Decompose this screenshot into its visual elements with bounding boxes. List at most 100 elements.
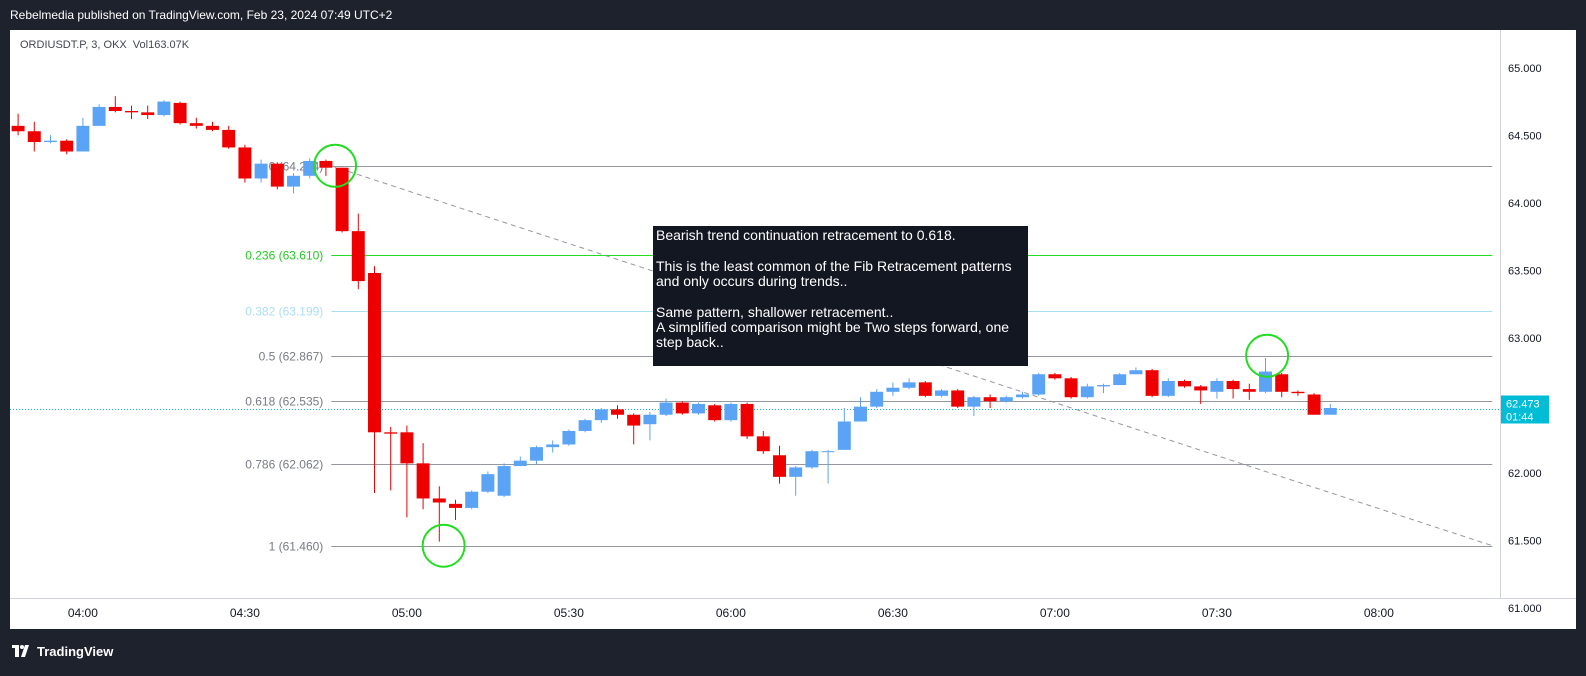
candle-body <box>902 382 916 388</box>
annotation-paragraph-2: This is the least common of the Fib Retr… <box>656 258 1012 289</box>
legend-symbol[interactable]: ORDIUSDT.P, 3, OKX <box>20 39 127 51</box>
legend-volume: Vol163.07K <box>133 39 189 51</box>
y-tick-label: 63.500 <box>1508 265 1542 277</box>
candle-body <box>287 175 300 187</box>
footer-bar: TradingView <box>0 629 1586 676</box>
candle-body <box>238 147 252 179</box>
candle-body <box>1113 374 1127 386</box>
highlight-circle <box>313 143 358 188</box>
x-tick-label: 04:30 <box>230 606 260 620</box>
tradingview-logo-icon <box>12 645 29 657</box>
x-tick-label: 06:30 <box>878 606 908 620</box>
candle-body <box>108 106 122 111</box>
candle-body <box>44 140 57 143</box>
candle-body <box>562 430 576 445</box>
candle-body <box>805 451 819 468</box>
published-header: Rebelmedia published on TradingView.com,… <box>0 0 1586 30</box>
candle-body <box>270 163 284 187</box>
candle-body <box>1032 374 1046 395</box>
y-tick-label: 61.000 <box>1508 603 1542 615</box>
candle-body <box>400 432 414 464</box>
x-tick-label: 08:00 <box>1364 606 1394 620</box>
candle-body <box>594 409 608 421</box>
candle-body <box>125 111 138 113</box>
candle-body <box>1048 374 1062 379</box>
candle-body <box>1145 370 1159 396</box>
candle-body <box>335 167 349 232</box>
footer-brand-text: TradingView <box>37 643 114 659</box>
candle-body <box>497 466 511 496</box>
fib-level-label: 0.382 (63.199) <box>245 305 323 319</box>
candle-body <box>643 414 657 425</box>
candle-body <box>92 106 106 126</box>
candle-body <box>416 463 430 499</box>
x-tick-label: 04:00 <box>68 606 98 620</box>
candle-body <box>773 455 786 477</box>
candle-body <box>449 503 462 508</box>
candle-body <box>675 402 689 414</box>
candle-body <box>854 406 867 422</box>
candle-body <box>578 420 592 431</box>
candle-body <box>1080 386 1094 398</box>
annotation-paragraph-3: Same pattern, shallower retracement.. A … <box>656 304 1010 350</box>
legend-volume-label: Vol <box>132 39 149 51</box>
candle-body <box>983 397 997 402</box>
candle-body <box>886 387 900 392</box>
candle-body <box>708 405 722 421</box>
fib-level-label: 0.618 (62.535) <box>245 395 323 409</box>
text-annotation[interactable]: Bearish trend continuation retracement t… <box>653 226 1028 366</box>
candle-body <box>740 403 754 437</box>
candle-body <box>189 123 203 126</box>
candle-body <box>481 474 495 492</box>
candle-body <box>967 397 981 407</box>
candle-body <box>935 390 948 396</box>
y-tick-label: 65.000 <box>1508 63 1542 75</box>
candle-body <box>465 491 479 508</box>
last-price-badge <box>1501 395 1549 424</box>
candle-body <box>837 421 851 450</box>
chart-frame[interactable]: 0 (64.274) 0.236 (63.610) 0.382 (63.199) 0.… <box>10 30 1576 629</box>
candle-body <box>1210 381 1224 392</box>
candle-body <box>821 451 835 453</box>
annotation-paragraph-1: Bearish trend continuation retracement t… <box>656 227 956 243</box>
candle-body <box>1016 394 1029 398</box>
legend-volume-value: 163.07K <box>148 39 190 51</box>
x-tick-label: 07:30 <box>1202 606 1232 620</box>
tradingview-brand[interactable]: TradingView <box>12 641 113 661</box>
candle-body <box>254 163 268 179</box>
candle-body <box>1275 374 1289 392</box>
candle-body <box>11 125 25 132</box>
candle-body <box>1307 394 1321 415</box>
candle-body <box>1161 381 1175 396</box>
candle-body <box>530 447 543 461</box>
candle-body <box>222 129 236 148</box>
fib-level-label: 0.236 (63.610) <box>245 249 323 263</box>
x-tick-label: 05:30 <box>554 606 584 620</box>
candle-body <box>951 390 965 407</box>
candle-body <box>513 460 527 467</box>
chart-legend: ORDIUSDT.P, 3, OKX Vol163.07K <box>20 39 189 51</box>
countdown-label: 01:44 <box>1506 412 1534 424</box>
candle-body <box>351 231 365 282</box>
fib-level-label: 1 (61.460) <box>269 540 324 554</box>
highlight-circle <box>421 523 466 568</box>
candle-body <box>1226 381 1240 390</box>
candle-body <box>303 160 317 176</box>
candle-body <box>611 409 624 415</box>
candle-body <box>27 131 41 143</box>
candle-body <box>659 402 673 415</box>
y-tick-label: 64.000 <box>1508 198 1542 210</box>
highlight-circle <box>1245 333 1290 378</box>
fib-level-label: 0.786 (62.062) <box>245 458 323 472</box>
candle-body <box>319 160 333 168</box>
y-tick-label: 64.500 <box>1508 130 1542 142</box>
candle-body <box>60 140 74 152</box>
candle-body <box>1291 391 1305 394</box>
candle-body <box>1242 389 1256 392</box>
candle-body <box>1129 370 1143 375</box>
fib-trend-line <box>331 165 1493 547</box>
candle-body <box>173 102 187 124</box>
candle-body <box>206 125 219 130</box>
y-tick-label: 62.000 <box>1508 468 1542 480</box>
y-tick-label: 61.500 <box>1508 535 1542 547</box>
